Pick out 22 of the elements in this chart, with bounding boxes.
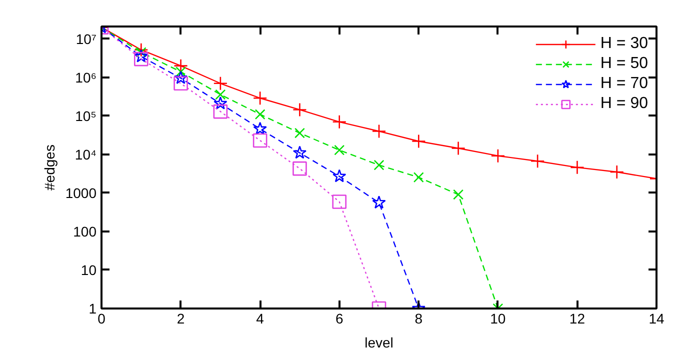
- y-tick-label: 1: [88, 300, 97, 316]
- y-tick-label: 10: [80, 262, 97, 278]
- x-tick-label: 10: [490, 310, 506, 326]
- x-tick-label: 8: [414, 310, 423, 326]
- legend-label: H = 50: [600, 55, 648, 73]
- y-tick-label: 100: [73, 223, 97, 240]
- y-tick-label: 10⁶: [75, 69, 97, 86]
- x-axis-title: level: [364, 334, 394, 350]
- legend-label: H = 90: [600, 95, 648, 113]
- y-tick-label: 10⁵: [75, 108, 97, 124]
- y-axis-title: #edges: [41, 144, 58, 190]
- y-tick-label: 10⁷: [76, 30, 97, 47]
- x-tick-label: 14: [648, 310, 664, 326]
- legend-label: H = 70: [600, 75, 648, 93]
- x-tick-label: 0: [98, 310, 106, 326]
- x-tick-label: 2: [176, 310, 185, 326]
- legend-label: H = 30: [600, 35, 648, 53]
- x-tick-label: 4: [256, 310, 264, 326]
- x-tick-label: 6: [335, 310, 344, 326]
- y-tick-label: 1000: [65, 184, 97, 201]
- y-tick-label: 10⁴: [74, 146, 97, 162]
- x-tick-label: 12: [569, 310, 586, 326]
